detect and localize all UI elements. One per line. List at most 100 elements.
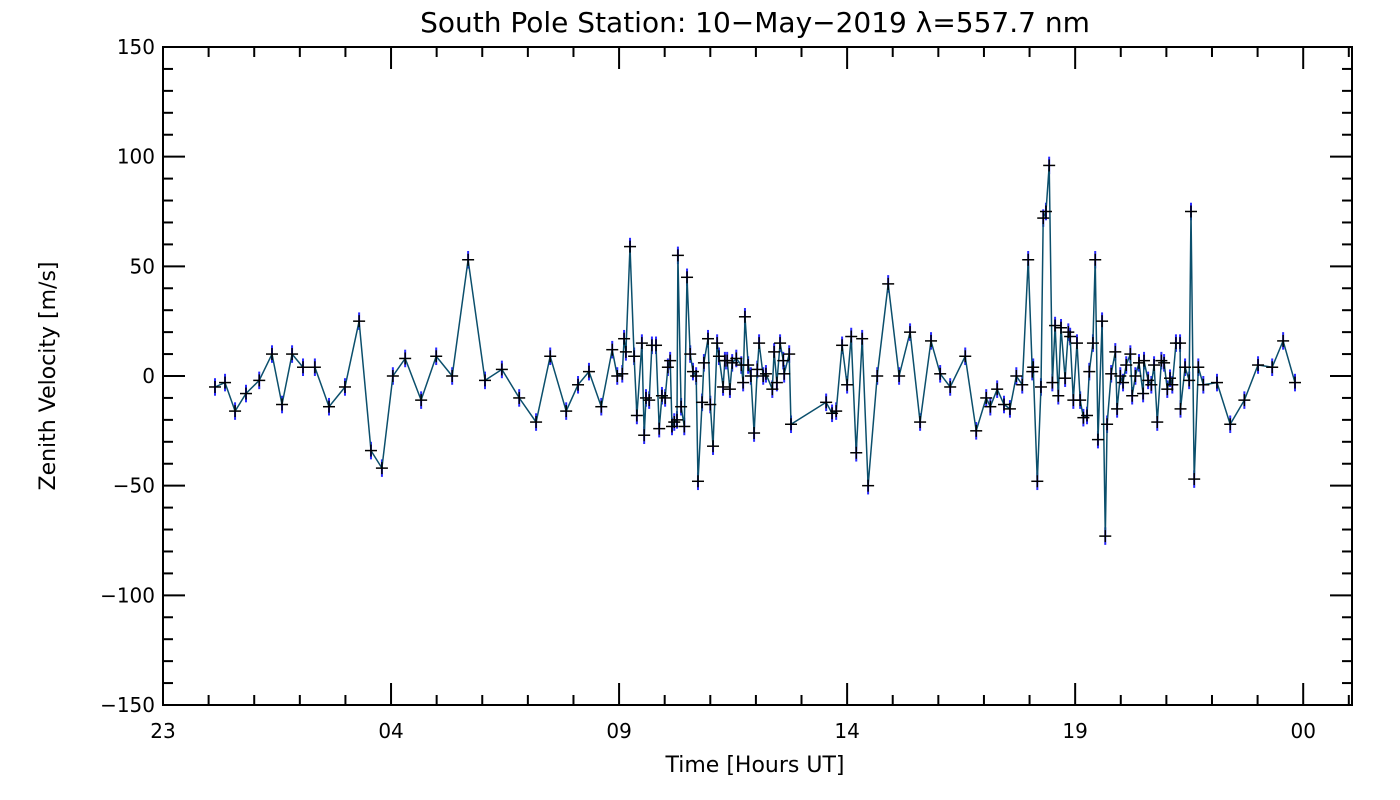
data-point <box>1083 365 1096 378</box>
x-tick-label: 04 <box>378 719 403 743</box>
data-point <box>836 339 849 352</box>
data-point <box>684 348 697 361</box>
data-point <box>1266 361 1279 374</box>
data-point <box>661 361 674 374</box>
data-point <box>1010 370 1023 382</box>
data-point <box>856 332 869 345</box>
data-point <box>595 400 608 413</box>
data-point <box>1166 378 1179 391</box>
data-point <box>276 398 289 411</box>
series-line <box>214 165 1296 537</box>
data-point <box>639 391 652 404</box>
data-point <box>1043 159 1056 172</box>
data-point <box>871 370 884 382</box>
data-point <box>970 424 983 437</box>
data-point <box>462 253 475 266</box>
data-point <box>1089 253 1102 266</box>
data-point <box>1099 530 1112 543</box>
data-point <box>1091 433 1104 446</box>
x-tick-label: 14 <box>834 719 859 743</box>
data-point <box>1188 473 1201 486</box>
data-point <box>1052 389 1065 402</box>
data-point <box>744 370 757 382</box>
data-point <box>229 405 242 418</box>
data-point <box>478 374 491 387</box>
data-point <box>1224 418 1237 431</box>
x-tick-label: 00 <box>1290 719 1315 743</box>
data-point <box>893 370 906 382</box>
data-point <box>560 405 573 418</box>
data-point <box>944 380 957 393</box>
y-tick-label: 150 <box>117 35 155 59</box>
data-point <box>1031 475 1044 488</box>
data-point <box>753 337 766 350</box>
data-point <box>690 370 703 382</box>
data-point <box>681 271 694 284</box>
data-point <box>711 337 724 350</box>
data-point <box>1105 367 1118 380</box>
data-point <box>495 363 508 376</box>
data-point <box>1148 359 1161 372</box>
data-point <box>1096 315 1109 328</box>
data-point <box>1277 334 1290 347</box>
data-point <box>721 354 734 367</box>
tick-labels: −150 −100 −50 0 50 100 150 23 04 09 14 19 00 <box>100 35 1316 743</box>
data-markers <box>208 159 1301 543</box>
data-point <box>650 339 663 352</box>
data-point <box>768 345 781 358</box>
data-point <box>925 334 938 347</box>
data-point <box>323 400 336 413</box>
data-point <box>446 370 459 382</box>
data-point <box>1174 337 1187 350</box>
data-point <box>297 361 310 374</box>
data-point <box>1211 376 1224 389</box>
data-point <box>286 348 299 361</box>
data-point <box>219 376 232 389</box>
data-point <box>717 380 730 393</box>
error-bars <box>213 156 1296 545</box>
data-point <box>1164 372 1177 385</box>
data-point <box>415 394 428 407</box>
data-point <box>1055 321 1068 334</box>
data-point <box>830 405 843 418</box>
data-point <box>364 444 377 457</box>
data-point <box>1016 378 1029 391</box>
data-point <box>616 367 629 380</box>
data-point <box>691 475 704 488</box>
data-point <box>1145 378 1158 391</box>
data-point <box>1158 356 1171 369</box>
data-point <box>643 394 656 407</box>
data-point <box>904 326 917 339</box>
data-point <box>572 378 585 391</box>
data-point <box>1003 402 1016 415</box>
data-point <box>375 462 388 475</box>
data-point <box>845 330 858 343</box>
data-point <box>759 367 772 380</box>
data-point <box>757 370 770 382</box>
data-point <box>675 400 688 413</box>
data-point <box>1101 418 1114 431</box>
data-point <box>704 398 717 411</box>
y-tick-label: 100 <box>117 145 155 169</box>
data-point <box>606 343 619 356</box>
data-point <box>1252 359 1265 372</box>
data-point <box>1081 409 1094 422</box>
data-point <box>1197 378 1210 391</box>
data-point <box>671 413 684 426</box>
data-point <box>1059 372 1072 385</box>
data-point <box>1109 345 1122 358</box>
data-point <box>820 396 833 409</box>
data-point <box>253 374 266 387</box>
data-point <box>1185 205 1198 218</box>
data-point <box>1183 374 1196 387</box>
data-point <box>353 315 366 328</box>
data-point <box>208 380 221 393</box>
data-point <box>338 380 351 393</box>
data-point <box>696 396 709 409</box>
data-point <box>862 479 875 492</box>
data-point <box>1037 212 1050 225</box>
data-point <box>655 389 668 402</box>
plot-frame <box>162 46 1353 706</box>
data-point <box>618 332 631 345</box>
data-point <box>934 367 947 380</box>
